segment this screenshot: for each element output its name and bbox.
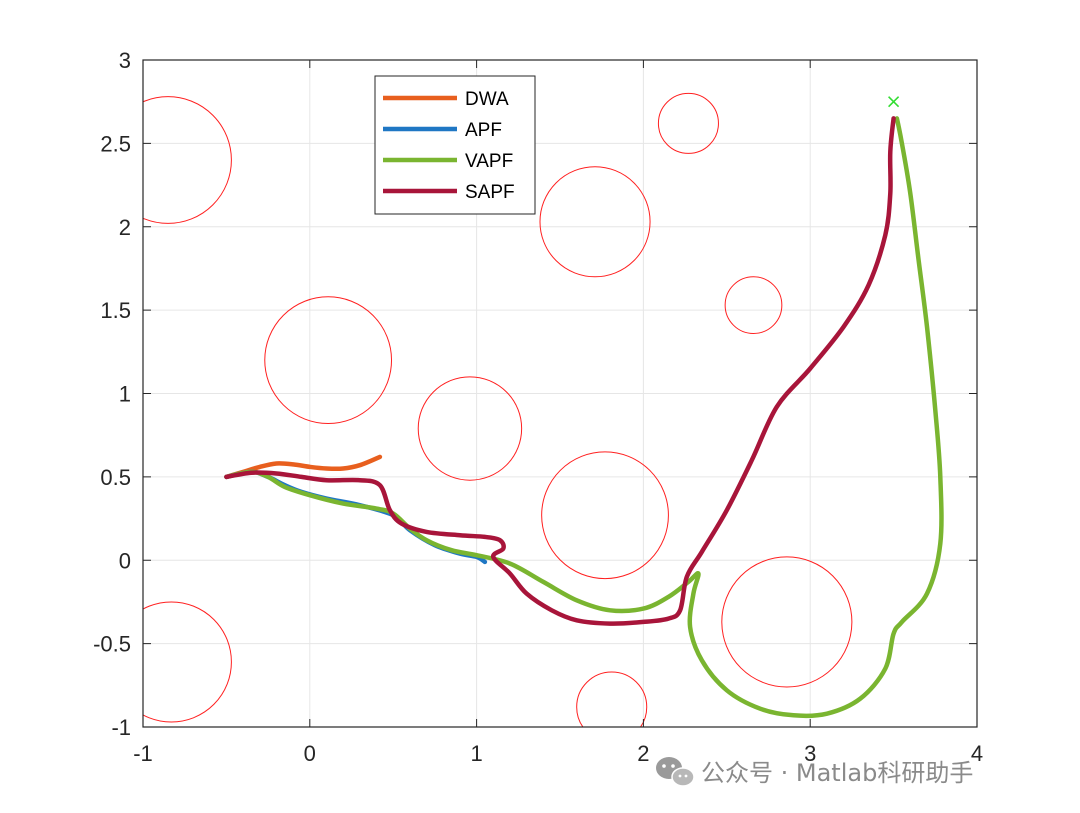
y-tick-label: 0 <box>119 548 131 573</box>
watermark: 公众号 · Matlab科研助手 <box>656 757 973 787</box>
obstacle-circle <box>417 376 523 481</box>
x-tick-label: 1 <box>470 741 482 766</box>
obstacle-circle <box>541 451 669 580</box>
legend: DWA APF VAPF SAPF <box>374 75 536 215</box>
y-tick-label: 1 <box>119 382 131 407</box>
x-tick-label: 3 <box>804 741 816 766</box>
legend-label: VAPF <box>465 151 513 172</box>
y-tick-label: -0.5 <box>93 632 131 657</box>
x-tick-label: 4 <box>971 741 983 766</box>
x-tick-label: 0 <box>304 741 316 766</box>
y-tick-label: 2 <box>119 215 131 240</box>
obstacle-circle <box>576 671 648 727</box>
y-tick-label: 3 <box>119 48 131 73</box>
y-tick-label: 2.5 <box>100 131 131 156</box>
legend-label: DWA <box>465 89 509 110</box>
obstacle-circle <box>143 96 232 224</box>
watermark-text: 公众号 · Matlab科研助手 <box>701 759 973 787</box>
y-tick-label: -1 <box>111 715 131 740</box>
series-line-vapf <box>224 116 944 719</box>
x-tick-label: 2 <box>637 741 649 766</box>
series-line-sapf <box>224 116 896 626</box>
obstacle-circle <box>721 556 853 688</box>
x-tick-label: -1 <box>133 741 153 766</box>
y-tick-label: 1.5 <box>100 298 131 323</box>
axis-ticks: -1 0 1 2 3 4 -1 -0.5 0 0.5 1 1.5 2 2.5 3 <box>93 48 983 766</box>
obstacle-circle <box>143 601 232 723</box>
y-tick-label: 0.5 <box>100 465 131 490</box>
legend-label: SAPF <box>465 182 515 203</box>
obstacle-circle <box>264 296 393 425</box>
obstacle-circle <box>724 276 783 334</box>
goal-marker <box>888 96 900 108</box>
legend-label: APF <box>465 120 502 141</box>
obstacle-circle <box>657 92 719 154</box>
goal-x-mark <box>888 96 900 108</box>
series-line-dwa <box>224 454 383 480</box>
path-series <box>224 116 944 719</box>
obstacle-circle <box>539 166 651 278</box>
wechat-icon <box>656 757 695 787</box>
obstacle-circles <box>143 92 853 727</box>
